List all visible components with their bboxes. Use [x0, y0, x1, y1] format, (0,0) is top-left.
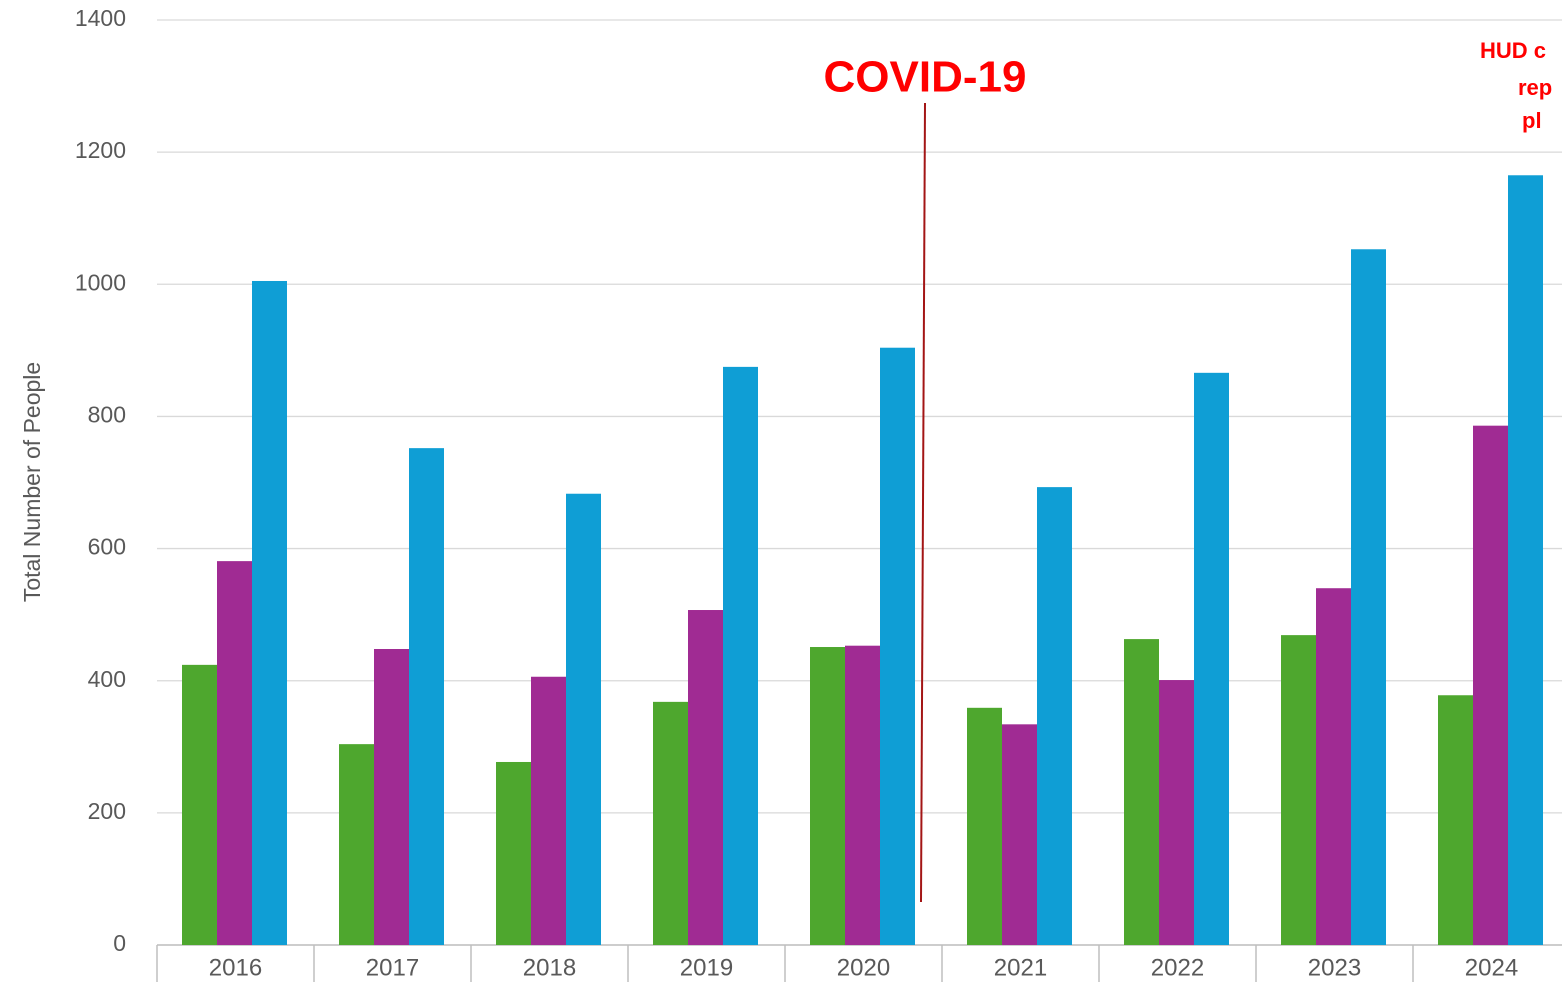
x-tick-label: 2020: [837, 954, 890, 981]
annotation: COVID-19: [824, 53, 1027, 102]
bar: [723, 366, 758, 945]
bar: [496, 761, 531, 945]
y-tick-label: 0: [113, 930, 126, 956]
bar: [1159, 680, 1194, 945]
bar: [1194, 372, 1229, 946]
y-tick-label: 1400: [75, 5, 126, 31]
bar: [845, 645, 880, 945]
covid-line: [920, 102, 926, 903]
bar: [1316, 588, 1351, 945]
x-tick-label: 2016: [209, 954, 262, 981]
y-tick-label: 800: [88, 402, 126, 428]
y-tick-label: 600: [88, 534, 126, 560]
bar: [182, 664, 217, 945]
annotation: rep: [1518, 75, 1552, 100]
y-tick-label: 1200: [75, 137, 126, 163]
bar: [1438, 695, 1473, 945]
x-tick-label: 2019: [680, 954, 733, 981]
bar: [566, 493, 601, 945]
x-tick-label: 2021: [994, 954, 1047, 981]
bar: [810, 647, 845, 945]
bar: [1281, 635, 1316, 945]
bar: [1508, 175, 1543, 946]
y-tick-label: 400: [88, 666, 126, 692]
x-tick-label: 2017: [366, 954, 419, 981]
x-tick-label: 2018: [523, 954, 576, 981]
y-axis-label: Total Number of People: [19, 362, 45, 602]
bar: [252, 280, 287, 945]
annotation: pl: [1522, 108, 1542, 133]
bar: [653, 701, 688, 945]
bar: [531, 676, 566, 945]
bar: [1473, 425, 1508, 945]
bar: [967, 707, 1002, 945]
bar: [1002, 724, 1037, 945]
bar: [374, 649, 409, 945]
y-tick-label: 1000: [75, 269, 126, 295]
bar: [339, 744, 374, 945]
y-tick-label: 200: [88, 798, 126, 824]
bar: [409, 448, 444, 945]
bar: [1124, 639, 1159, 945]
bar: [217, 561, 252, 945]
bar: [1351, 249, 1386, 946]
bar: [688, 610, 723, 945]
bar: [1037, 487, 1072, 945]
annotation: HUD c: [1480, 38, 1546, 63]
x-tick-label: 2024: [1465, 954, 1518, 981]
x-tick-label: 2022: [1151, 954, 1204, 981]
x-tick-label: 2023: [1308, 954, 1361, 981]
bar: [880, 347, 915, 945]
